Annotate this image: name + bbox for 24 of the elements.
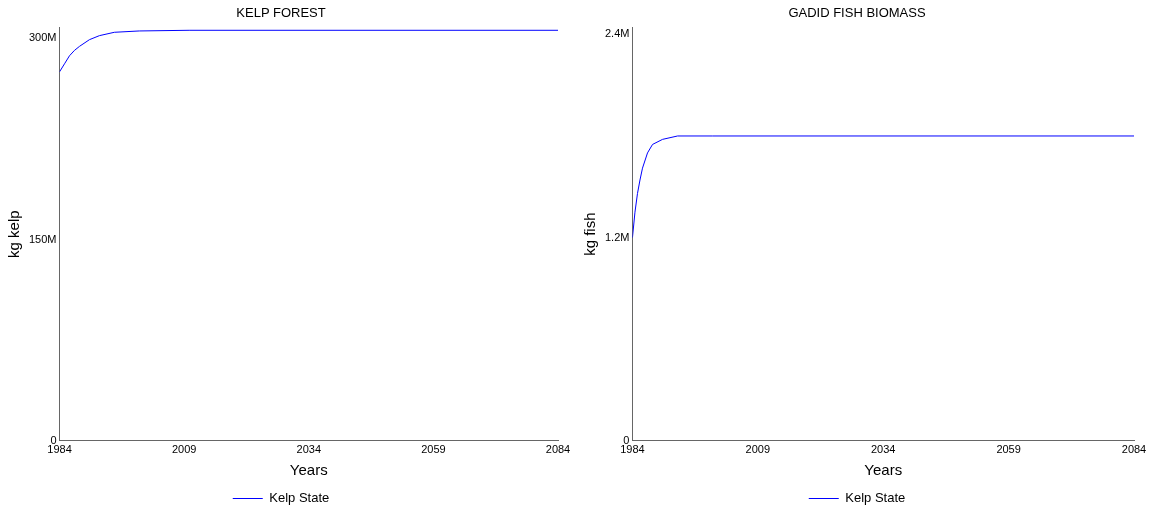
y-tick-label: 2.4M — [604, 27, 630, 40]
x-axis-title: Years — [864, 461, 903, 479]
x-tick-label: 2034 — [296, 443, 321, 456]
x-tick-label: 2059 — [421, 443, 446, 456]
y-tick-label: 300M — [28, 31, 57, 44]
x-tick-label: 2084 — [1121, 443, 1147, 456]
y-axis-title: kg fish — [581, 212, 599, 256]
x-tick-label: 2084 — [545, 443, 571, 456]
y-tick-label: 0 — [623, 433, 630, 446]
x-tick-label: 2059 — [996, 443, 1021, 456]
y-axis-title: kg kelp — [5, 210, 23, 258]
x-axis-title: Years — [289, 461, 328, 479]
y-tick-label: 1.2M — [604, 230, 630, 243]
x-tick-label: 1984 — [620, 443, 645, 456]
y-tick-label: 0 — [50, 433, 57, 446]
x-tick-label: 2034 — [870, 443, 896, 456]
chart-title: GADID FISH BIOMASS — [788, 5, 926, 21]
x-tick-label: 1984 — [47, 443, 72, 456]
x-tick-label: 2009 — [745, 443, 771, 456]
chart-title: KELP FOREST — [236, 5, 326, 21]
legend-label: Kelp State — [845, 490, 906, 506]
x-tick-label: 2009 — [171, 443, 197, 456]
legend-label: Kelp State — [269, 490, 330, 506]
y-tick-label: 150M — [28, 232, 57, 245]
